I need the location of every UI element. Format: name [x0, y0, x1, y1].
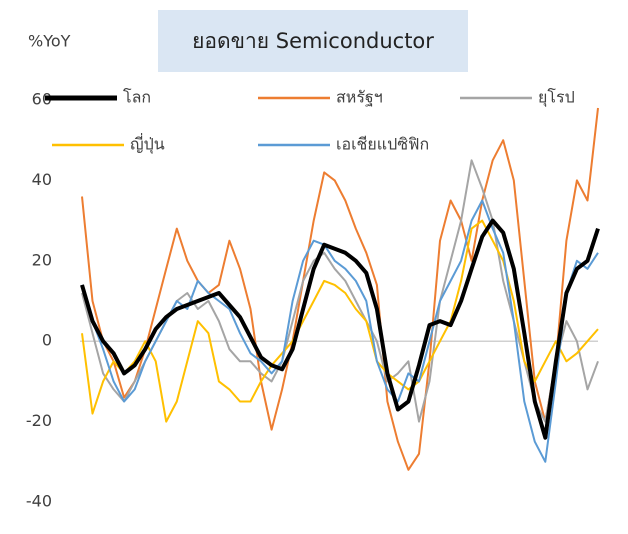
legend-label: สหรัฐฯ [336, 88, 383, 107]
series-line [81, 107, 599, 471]
series-line [81, 219, 599, 423]
legend-label: เอเชียแปซิฟิก [336, 135, 429, 154]
y-tick-label: 40 [32, 170, 52, 189]
series-line [80, 218, 600, 440]
legend-label: โลก [123, 88, 151, 107]
y-tick-label: 0 [42, 331, 52, 350]
title-box [158, 10, 468, 72]
y-tick-label: -40 [26, 492, 52, 511]
chart-title: ยอดขาย Semiconductor [192, 29, 434, 53]
y-tick-label: 20 [32, 250, 52, 269]
legend-label: ยุโรป [538, 88, 575, 108]
y-axis-label: %YoY [28, 32, 71, 51]
y-tick-label: 60 [32, 90, 52, 109]
y-tick-label: -20 [26, 411, 52, 430]
legend-label: ญี่ปุ่น [130, 133, 165, 155]
